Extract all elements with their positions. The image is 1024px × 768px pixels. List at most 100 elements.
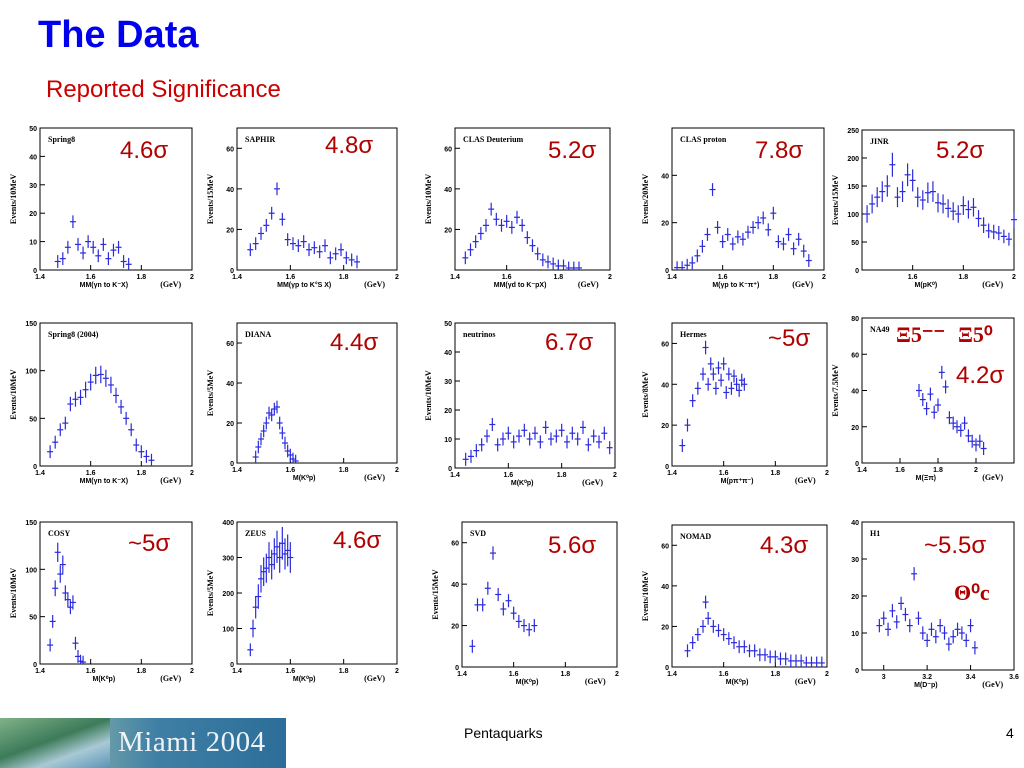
y-axis-label: Events/5MeV — [206, 570, 215, 616]
logo-beach-image — [0, 718, 110, 768]
x-tick-label: 1.6 — [86, 274, 96, 281]
data-point — [47, 445, 54, 459]
conference-logo: Miami 2004 — [0, 718, 286, 768]
significance-spring8: 4.6σ — [120, 137, 169, 164]
experiment-label: neutrinos — [463, 330, 495, 339]
y-axis-label: Events/10MeV — [424, 174, 433, 224]
data-point — [564, 435, 570, 449]
data-point — [777, 652, 784, 666]
data-point — [52, 435, 59, 449]
y-tick-label: 60 — [444, 146, 452, 153]
logo-text: Miami 2004 — [118, 726, 266, 758]
data-point — [694, 628, 701, 641]
data-point — [510, 606, 517, 620]
data-point — [118, 399, 125, 414]
x-tick-label: 1.8 — [136, 274, 146, 281]
data-point — [279, 426, 286, 440]
data-point — [338, 243, 344, 257]
y-tick-label: 50 — [851, 240, 859, 247]
x-tick-label: 1.4 — [232, 668, 242, 675]
data-point — [684, 418, 691, 432]
data-point — [914, 187, 921, 208]
x-tick-label: 1.8 — [770, 671, 780, 678]
y-tick-label: 40 — [226, 187, 234, 194]
data-point — [712, 381, 719, 395]
data-point — [679, 439, 686, 453]
y-axis-label: Events/10MeV — [9, 568, 18, 618]
significance-nomad: 4.3σ — [760, 532, 809, 559]
y-tick-label: 60 — [851, 352, 859, 359]
data-point — [508, 221, 515, 234]
plot-panel-diana: 1.4 1.6 1.8 2 0 20 40 60 Events/5MeV M(K⁰p) (GeV) D… — [199, 322, 399, 493]
data-point — [684, 644, 691, 658]
x-tick-label: 1.4 — [35, 470, 45, 477]
data-point — [709, 183, 716, 196]
data-point — [268, 408, 275, 422]
data-point — [960, 196, 967, 215]
data-point — [990, 224, 997, 240]
x-axis-unit: (GeV) — [982, 280, 1003, 289]
y-tick-label: 200 — [222, 591, 234, 598]
data-point — [710, 620, 717, 633]
data-point — [795, 232, 802, 246]
data-point — [483, 218, 489, 232]
x-tick-label: 1.8 — [560, 671, 570, 678]
data-point — [576, 261, 582, 270]
data-point — [274, 400, 280, 414]
data-point — [47, 638, 54, 652]
x-axis-unit: (GeV) — [364, 674, 385, 683]
x-tick-label: 1.4 — [450, 472, 460, 479]
data-point — [534, 247, 541, 261]
y-tick-label: 150 — [847, 184, 859, 191]
data-point — [803, 656, 810, 667]
data-point — [247, 243, 254, 257]
data-point — [484, 581, 491, 595]
plot-svg-cosy: 1.4 1.6 1.8 2 0 50 100 150 Events/10MeV M(K⁰p) (Ge… — [9, 520, 194, 683]
data-point — [772, 650, 779, 664]
data-point — [100, 238, 107, 251]
plot-frame — [671, 127, 825, 271]
data-point — [756, 648, 763, 662]
x-tick-label: 1.4 — [457, 671, 467, 678]
data-point — [287, 542, 294, 573]
data-point — [252, 237, 259, 251]
data-point — [493, 212, 500, 226]
x-tick-label: 1.8 — [768, 274, 778, 281]
data-point — [755, 216, 762, 230]
y-tick-label: 40 — [851, 520, 859, 527]
data-point — [64, 592, 71, 607]
data-point — [893, 615, 900, 629]
page-number: 4 — [1006, 725, 1014, 741]
y-tick-label: 250 — [847, 128, 859, 135]
data-point — [263, 218, 270, 232]
data-point — [542, 420, 549, 434]
data-point — [537, 435, 544, 449]
y-tick-label: 30 — [29, 183, 37, 190]
data-point — [462, 452, 469, 466]
y-tick-label: 0 — [230, 268, 234, 275]
data-point — [266, 542, 272, 573]
experiment-label: H1 — [870, 529, 880, 538]
data-point — [927, 387, 934, 401]
data-point — [260, 424, 267, 438]
footer-title: Pentaquarks — [464, 725, 543, 741]
y-tick-label: 0 — [665, 268, 669, 275]
plot-panel-neutrinos: 1.4 1.6 1.8 2 0 10 20 30 40 50 Events/10MeV M(K⁰p)(… — [417, 321, 617, 498]
experiment-label: SVD — [470, 529, 486, 538]
data-point — [919, 190, 926, 210]
data-point — [80, 655, 87, 664]
data-point — [904, 163, 911, 187]
data-point — [469, 639, 476, 653]
data-point — [869, 194, 876, 214]
significance-na49: 4.2σ — [956, 362, 1005, 389]
data-point — [105, 252, 112, 266]
x-tick-label: 1.6 — [908, 274, 918, 281]
x-axis-label: M(K⁰p) — [93, 675, 116, 683]
data-point — [284, 233, 291, 246]
significance-svd: 5.6σ — [548, 532, 597, 559]
x-tick-label: 1.6 — [895, 467, 905, 474]
